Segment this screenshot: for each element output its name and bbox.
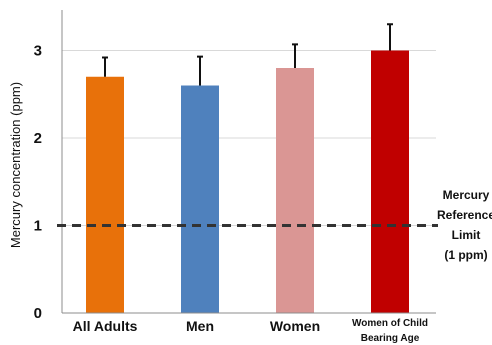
bars — [86, 50, 409, 313]
y-tick-label: 1 — [34, 218, 42, 235]
x-category-label: Men — [186, 318, 214, 334]
bar — [86, 76, 124, 313]
reference-limit-label: Mercury Reference Limit (1 ppm) — [437, 188, 492, 262]
reference-limit-label-line: Limit — [452, 228, 481, 242]
bar — [276, 68, 314, 313]
bar — [181, 85, 219, 313]
y-axis-label: Mercury concentration (ppm) — [8, 82, 23, 248]
x-category-labels: All Adults Men Women Women of Child Bearing … — [73, 318, 428, 344]
x-category-label-line: Men — [186, 318, 214, 334]
x-category-label-line: All Adults — [73, 318, 138, 334]
x-category-label: Women — [270, 318, 320, 334]
y-tick-label: 3 — [34, 43, 42, 60]
x-category-label: All Adults — [73, 318, 138, 334]
x-category-label-line: Bearing Age — [361, 333, 420, 344]
bar — [371, 50, 409, 313]
reference-limit-label-line: (1 ppm) — [444, 248, 487, 262]
x-category-label-line: Women of Child — [352, 318, 428, 329]
x-category-label: Women of Child Bearing Age — [352, 318, 428, 344]
y-tick-label: 0 — [34, 305, 42, 322]
reference-limit-label-line: Reference — [437, 208, 492, 222]
reference-limit-label-line: Mercury — [443, 188, 490, 202]
y-tick-label: 2 — [34, 130, 42, 147]
y-tick-labels: 0 1 2 3 — [34, 43, 42, 323]
x-category-label-line: Women — [270, 318, 320, 334]
error-bars — [102, 23, 393, 86]
